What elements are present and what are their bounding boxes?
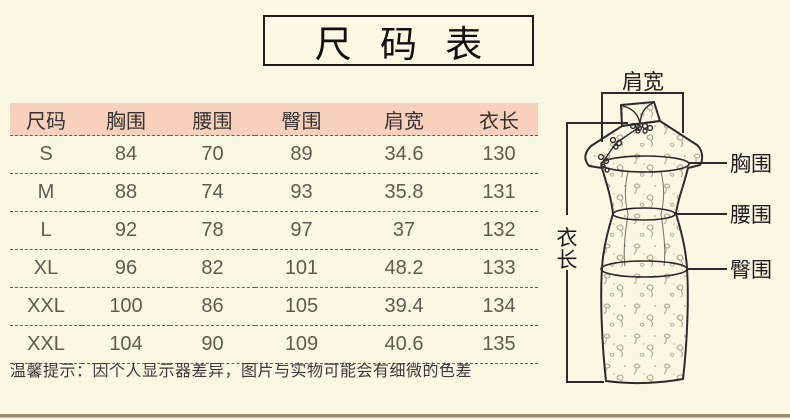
cell-waist: 90 xyxy=(170,325,255,364)
table-row: S 84 70 89 34.6 130 xyxy=(10,135,538,174)
cell-waist: 86 xyxy=(170,287,255,326)
cell-length: 133 xyxy=(460,249,538,288)
header-cell-size: 尺码 xyxy=(10,103,82,136)
cell-length: 134 xyxy=(460,287,538,326)
table-header-row: 尺码 胸围 腰围 臀围 肩宽 衣长 xyxy=(10,103,538,136)
cell-hip: 105 xyxy=(255,287,348,326)
cell-size: XXL xyxy=(10,325,82,364)
cell-waist: 74 xyxy=(170,173,255,212)
cell-bust: 96 xyxy=(82,249,170,288)
qipao-illustration: 肩宽 胸围 腰围 臀围 衣 长 xyxy=(557,71,772,385)
cell-bust: 84 xyxy=(82,135,170,174)
length-pointer-line xyxy=(566,122,628,383)
cell-shoulder: 35.8 xyxy=(348,173,460,212)
table-row: XXL 100 86 105 39.4 134 xyxy=(10,287,538,326)
cell-hip: 97 xyxy=(255,211,348,250)
header-cell-bust: 胸围 xyxy=(82,103,170,136)
cell-hip: 93 xyxy=(255,173,348,212)
size-chart-title: 尺 码 表 xyxy=(263,15,534,66)
frog-buttons xyxy=(597,122,654,173)
length-label-char2: 长 xyxy=(557,249,578,272)
header-cell-waist: 腰围 xyxy=(170,103,255,136)
cell-shoulder: 39.4 xyxy=(348,287,460,326)
bottom-divider xyxy=(0,414,790,418)
cell-waist: 70 xyxy=(170,135,255,174)
cell-bust: 104 xyxy=(82,325,170,364)
qipao-measurement-diagram: 肩宽 胸围 腰围 臀围 衣 长 xyxy=(545,60,790,405)
size-table: 尺码 胸围 腰围 臀围 肩宽 衣长 S 84 70 89 34.6 130 M … xyxy=(10,103,538,364)
length-label-char1: 衣 xyxy=(557,227,578,250)
cell-bust: 100 xyxy=(82,287,170,326)
cell-bust: 88 xyxy=(82,173,170,212)
header-cell-length: 衣长 xyxy=(460,103,538,136)
cell-waist: 82 xyxy=(170,249,255,288)
cell-shoulder: 48.2 xyxy=(348,249,460,288)
table-row: L 92 78 97 37 132 xyxy=(10,211,538,250)
cell-bust: 92 xyxy=(82,211,170,250)
cell-size: S xyxy=(10,135,82,174)
shoulder-width-bracket xyxy=(601,92,684,142)
cell-size: L xyxy=(10,211,82,250)
cell-size: M xyxy=(10,173,82,212)
cell-shoulder: 40.6 xyxy=(348,325,460,364)
cell-waist: 78 xyxy=(170,211,255,250)
table-row: M 88 74 93 35.8 131 xyxy=(10,173,538,212)
shoulder-width-label: 肩宽 xyxy=(622,71,664,94)
header-cell-hip: 臀围 xyxy=(255,103,348,136)
header-cell-shoulder: 肩宽 xyxy=(348,103,460,136)
cell-hip: 101 xyxy=(255,249,348,288)
page-title: 尺 码 表 xyxy=(314,23,492,65)
cell-hip: 109 xyxy=(255,325,348,364)
cell-size: XL xyxy=(10,249,82,288)
collar xyxy=(620,101,661,127)
table-row: XXL 104 90 109 40.6 135 xyxy=(10,325,538,364)
cell-length: 131 xyxy=(460,173,538,212)
cell-length: 130 xyxy=(460,135,538,174)
color-difference-note: 温馨提示：因个人显示器差异，图片与实物可能会有细微的色差 xyxy=(10,363,473,380)
cell-length: 135 xyxy=(460,325,538,364)
table-row: XL 96 82 101 48.2 133 xyxy=(10,249,538,288)
bust-label: 胸围 xyxy=(730,153,772,176)
hip-label: 臀围 xyxy=(730,259,772,282)
measure-lines xyxy=(566,92,727,383)
cell-shoulder: 34.6 xyxy=(348,135,460,174)
cell-hip: 89 xyxy=(255,135,348,174)
cell-shoulder: 37 xyxy=(348,211,460,250)
waist-label: 腰围 xyxy=(730,204,772,227)
cell-size: XXL xyxy=(10,287,82,326)
cell-length: 132 xyxy=(460,211,538,250)
qipao-body xyxy=(584,101,704,385)
seam-lines xyxy=(623,171,666,267)
